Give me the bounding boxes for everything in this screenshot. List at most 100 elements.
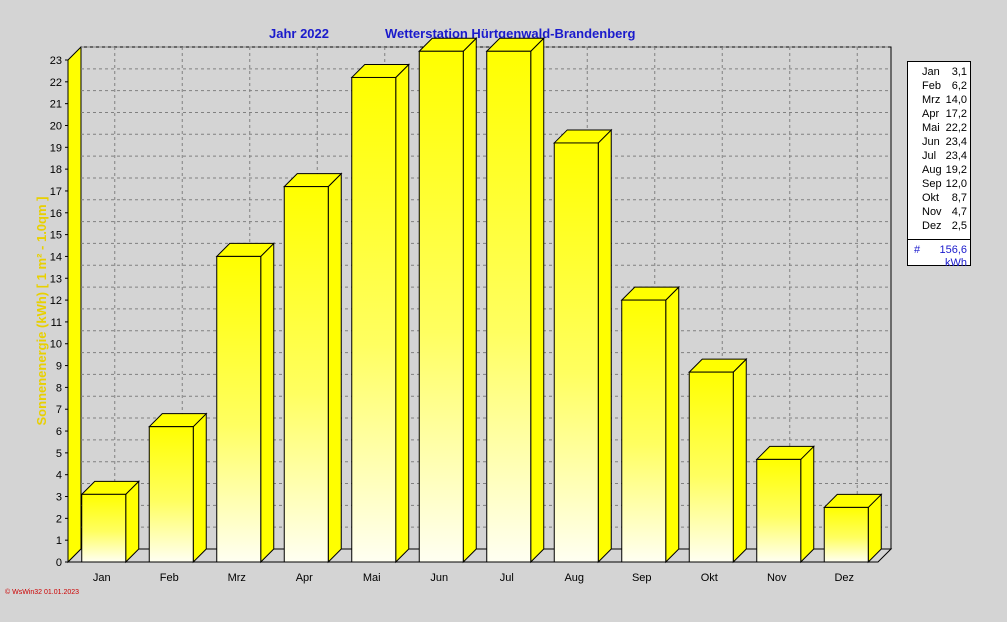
y-tick-label: 1	[56, 535, 62, 547]
y-tick-label: 8	[56, 382, 62, 394]
bar-front	[81, 493, 127, 563]
legend-row: Okt 8,7	[908, 191, 970, 205]
legend-value: 8,7	[951, 192, 967, 204]
bar-side	[327, 172, 342, 564]
bar	[283, 172, 343, 564]
legend-total-symbol: #	[914, 244, 921, 256]
y-tick-label: 21	[50, 99, 62, 111]
bar	[755, 445, 815, 564]
legend-value: 19,2	[945, 164, 967, 176]
bar-front	[351, 76, 397, 563]
y-tick-label: 7	[56, 404, 62, 416]
bar-front	[621, 299, 667, 563]
plot-side-wall	[67, 45, 82, 564]
y-tick-label: 4	[56, 470, 62, 482]
bar-front	[823, 506, 869, 563]
y-tick-label: 19	[50, 142, 62, 154]
bar-side	[395, 63, 410, 564]
legend-value: 3,1	[951, 66, 967, 78]
x-tick-label: Nov	[767, 572, 787, 584]
legend-month: Aug	[922, 164, 942, 176]
bar-front	[756, 458, 802, 563]
y-tick-label: 9	[56, 361, 62, 373]
legend-month: Jul	[922, 150, 937, 162]
y-tick-label: 17	[50, 186, 62, 198]
x-tick-label: Apr	[296, 572, 313, 584]
legend-divider	[908, 239, 970, 240]
legend-month: Jun	[922, 136, 940, 148]
bar-front	[688, 371, 734, 563]
year-title: Jahr 2022	[269, 26, 329, 41]
legend-month: Feb	[922, 80, 941, 92]
bar-side	[192, 412, 207, 564]
legend-month: Nov	[922, 206, 942, 218]
bar-side	[665, 285, 680, 564]
station-title: Wetterstation Hürtgenwald-Brandenberg	[385, 26, 636, 41]
x-tick-label: Jul	[500, 572, 514, 584]
y-tick-label: 14	[50, 251, 62, 263]
legend-row: Nov 4,7	[908, 205, 970, 219]
legend-value: 14,0	[945, 94, 967, 106]
bar-front	[486, 50, 532, 563]
bar-front	[418, 50, 464, 563]
y-tick-label: 10	[50, 339, 62, 351]
bar-side	[125, 480, 140, 564]
bar-side	[260, 242, 275, 564]
y-tick-label: 3	[56, 492, 62, 504]
legend-row: Jul 23,4	[908, 149, 970, 163]
bar	[418, 37, 478, 564]
plot-floor	[66, 548, 893, 563]
x-tick-label: Feb	[160, 572, 179, 584]
legend-row: Feb 6,2	[908, 79, 970, 93]
bar	[823, 493, 883, 564]
x-tick-label: Dez	[834, 572, 854, 584]
legend-month: Okt	[922, 192, 940, 204]
y-tick-label: 6	[56, 426, 62, 438]
bar-front	[216, 255, 262, 563]
bar-side	[530, 37, 545, 564]
plot-back-wall	[80, 46, 892, 550]
y-tick-label: 11	[51, 317, 62, 329]
legend-month: Mai	[922, 122, 940, 134]
legend-value: 23,4	[945, 150, 967, 162]
bar	[350, 63, 410, 564]
legend-month: Sep	[922, 178, 942, 190]
legend-month: Dez	[922, 220, 942, 232]
bar-side	[800, 445, 815, 564]
value-legend: Jan 3,1 Feb 6,2 Mrz 14,0 Apr 17,2 Mai 22,2 Jun 23,4…	[907, 61, 971, 269]
legend-row: Jan 3,1	[908, 65, 970, 79]
bar	[215, 242, 275, 564]
x-tick-label: Okt	[701, 572, 718, 584]
legend-value: 17,2	[945, 108, 967, 120]
bar-front	[553, 142, 599, 563]
y-tick-label: 23	[50, 55, 62, 67]
bar-side	[732, 357, 747, 564]
y-tick-label: 5	[56, 448, 62, 460]
legend-month: Jan	[922, 66, 940, 78]
y-tick-label: 2	[56, 513, 62, 525]
y-tick-label: 0	[56, 557, 62, 569]
bar	[688, 357, 748, 564]
legend-row: Aug 19,2	[908, 163, 970, 177]
y-tick-label: 22	[50, 77, 62, 89]
x-tick-label: Mai	[363, 572, 381, 584]
legend-month: Mrz	[922, 94, 941, 106]
y-tick-label: 18	[50, 164, 62, 176]
footer-credit: © WsWin32 01.01.2023	[5, 589, 80, 596]
x-tick-label: Sep	[632, 572, 652, 584]
x-tick-label: Jun	[430, 572, 448, 584]
bar-side	[462, 37, 477, 564]
x-tick-label: Mrz	[228, 572, 246, 584]
legend-value: 22,2	[945, 122, 967, 134]
bar-front	[148, 426, 194, 563]
legend-value: 4,7	[951, 206, 967, 218]
legend-row: Dez 2,5	[908, 219, 970, 233]
bar	[620, 285, 680, 564]
legend-row: Mai 22,2	[908, 121, 970, 135]
legend-value: 6,2	[951, 80, 967, 92]
x-tick-label: Jan	[93, 572, 111, 584]
legend-row: Mrz 14,0	[908, 93, 970, 107]
y-tick-label: 15	[50, 230, 62, 242]
legend-total-row: # 156,6	[908, 243, 970, 257]
